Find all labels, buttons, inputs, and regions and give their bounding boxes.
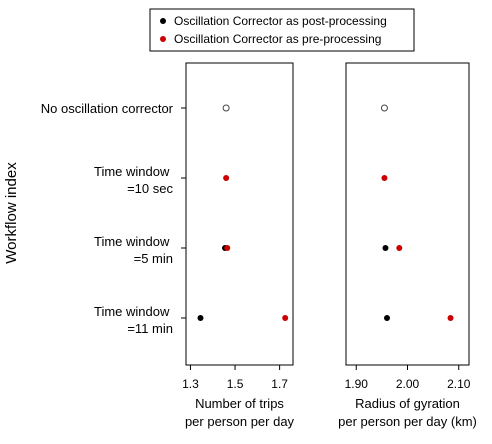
x-axis-title: per person per day (km) bbox=[338, 414, 477, 429]
x-tick-label: 2.00 bbox=[396, 377, 420, 391]
legend-marker-post bbox=[160, 18, 166, 24]
x-tick-label: 2.10 bbox=[447, 377, 471, 391]
legend: Oscillation Corrector as post-processing… bbox=[150, 9, 414, 51]
point-pre-processing bbox=[448, 315, 454, 321]
category-label-line: Time window bbox=[94, 164, 170, 179]
point-pre-processing bbox=[223, 175, 229, 181]
x-axis-title: per person per day bbox=[185, 414, 295, 429]
y-axis-title: Workflow index bbox=[3, 162, 20, 264]
x-axis-title: Number of trips bbox=[195, 396, 284, 411]
category-label-line: =5 min bbox=[134, 251, 173, 266]
x-tick-label: 1.90 bbox=[345, 377, 369, 391]
point-pre-processing bbox=[282, 315, 288, 321]
x-tick-label: 1.5 bbox=[227, 377, 244, 391]
category-label-line: =10 sec bbox=[127, 181, 173, 196]
category-label-line: No oscillation corrector bbox=[41, 101, 174, 116]
point-pre-processing bbox=[396, 245, 402, 251]
legend-label-post: Oscillation Corrector as post-processing bbox=[174, 14, 387, 28]
category-label-3: Time window =11 min bbox=[94, 304, 173, 336]
category-label-0: No oscillation corrector bbox=[41, 101, 174, 116]
point-post-processing bbox=[384, 315, 390, 321]
category-label-line: Time window bbox=[94, 304, 170, 319]
panel-trips: 1.3 1.5 1.7 Number of trips per person per d… bbox=[182, 63, 294, 429]
x-tick-label: 1.7 bbox=[271, 377, 288, 391]
baseline-point bbox=[381, 105, 387, 111]
category-label-2: Time window =5 min bbox=[94, 234, 173, 266]
point-post-processing bbox=[197, 315, 203, 321]
x-tick-label: 1.3 bbox=[182, 377, 199, 391]
point-pre-processing bbox=[224, 245, 230, 251]
category-labels: No oscillation corrector Time window =10… bbox=[41, 101, 174, 336]
point-post-processing bbox=[382, 245, 388, 251]
legend-label-pre: Oscillation Corrector as pre-processing bbox=[174, 32, 381, 46]
legend-marker-pre bbox=[160, 36, 166, 42]
baseline-point bbox=[223, 105, 229, 111]
category-label-line: =11 min bbox=[127, 321, 173, 336]
panel-gyration: 1.90 2.00 2.10 Radius of gyration per person… bbox=[338, 63, 477, 429]
category-label-1: Time window =10 sec bbox=[94, 164, 173, 196]
x-axis-title: Radius of gyration bbox=[355, 396, 460, 411]
category-label-line: Time window bbox=[94, 234, 170, 249]
category-ticks bbox=[181, 108, 186, 318]
point-pre-processing bbox=[381, 175, 387, 181]
